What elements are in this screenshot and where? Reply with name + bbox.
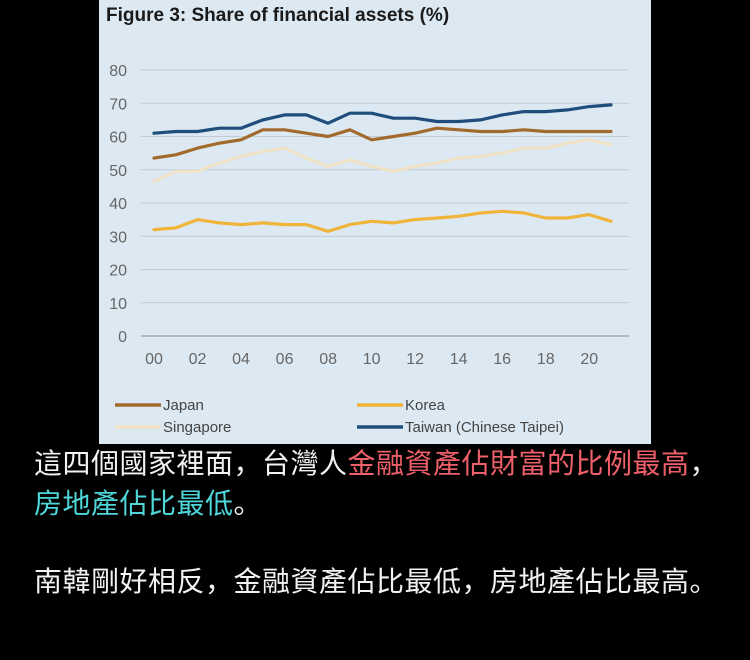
x-tick-label: 06 — [276, 351, 294, 368]
x-tick-label: 08 — [319, 351, 337, 368]
caption-comma: ， — [689, 447, 719, 480]
x-tick-label: 16 — [493, 351, 511, 368]
series-line-1 — [152, 209, 613, 233]
x-tick-label: 00 — [145, 351, 163, 368]
chart-panel: 0 10 20 30 40 50 60 70 80 00 02 04 06 08 10 12 14 16 18 20 J… — [99, 0, 651, 444]
y-tick-label: 60 — [109, 130, 127, 147]
y-tick-label: 30 — [109, 229, 127, 246]
caption-period: 。 — [233, 487, 263, 520]
caption-paragraph-2: 南韓剛好相反，金融資產佔比最低，房地產佔比最高。 — [34, 565, 719, 598]
x-tick-label: 10 — [363, 351, 381, 368]
x-tick-label: 14 — [450, 351, 468, 368]
legend-label: Japan — [163, 397, 204, 414]
series-line-3 — [152, 103, 613, 135]
x-tick-label: 18 — [537, 351, 555, 368]
y-tick-label: 40 — [109, 196, 127, 213]
legend-label: Taiwan (Chinese Taipei) — [405, 419, 564, 436]
y-tick-label: 70 — [109, 96, 127, 113]
y-tick-label: 20 — [109, 263, 127, 280]
series-line-0 — [152, 126, 613, 160]
y-tick-label: 80 — [109, 63, 127, 80]
caption-highlight-red: 金融資產佔財富的比例最高 — [347, 447, 690, 480]
caption-paragraph-1: 這四個國家裡面，台灣人金融資產佔財富的比例最高， 房地產佔比最低。 — [34, 444, 724, 524]
chart-title: Figure 3: Share of financial assets (%) — [106, 5, 450, 26]
line-chart: 0 10 20 30 40 50 60 70 80 00 02 04 06 08 10 12 14 16 18 20 J… — [109, 63, 629, 436]
x-tick-label: 04 — [232, 351, 250, 368]
series-line-2 — [152, 138, 613, 183]
y-tick-label: 10 — [109, 296, 127, 313]
x-tick-label: 20 — [580, 351, 598, 368]
x-tick-label: 12 — [406, 351, 424, 368]
y-tick-label: 50 — [109, 163, 127, 180]
x-tick-label: 02 — [189, 351, 207, 368]
y-tick-label: 0 — [118, 329, 127, 346]
legend-label: Korea — [405, 397, 446, 414]
caption-text: 這四個國家裡面，台灣人 — [34, 447, 348, 480]
caption-highlight-cyan: 房地產佔比最低 — [34, 487, 234, 520]
legend-label: Singapore — [163, 419, 231, 436]
